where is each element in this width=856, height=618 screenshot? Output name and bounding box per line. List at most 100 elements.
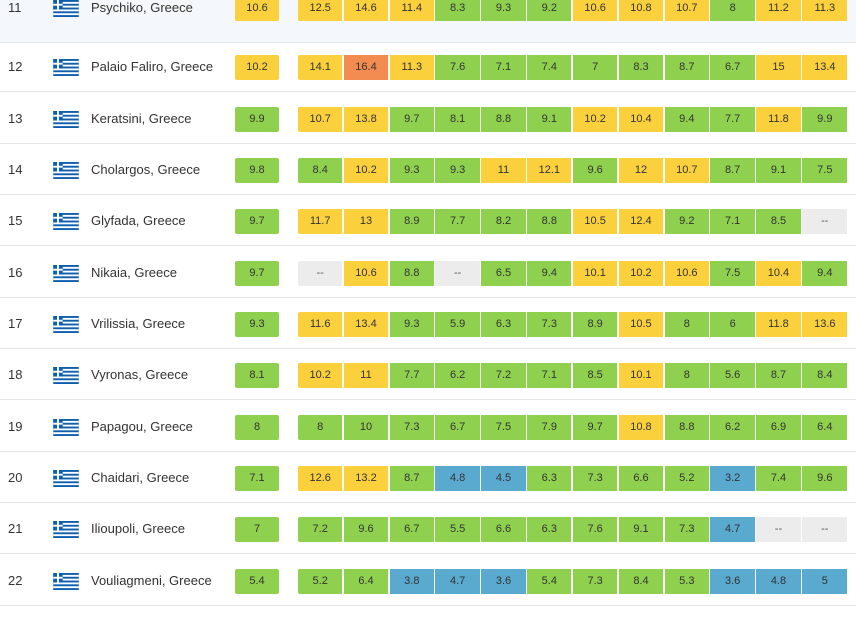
rank-number: 15 [8, 213, 23, 228]
rank-number: 18 [8, 367, 23, 382]
month-value-cell: 7.3 [664, 517, 710, 542]
month-value-cell: 9.1 [618, 517, 665, 542]
rank-number: 11 [8, 0, 22, 15]
month-value-cell: 14.1 [298, 55, 344, 80]
month-value-cell: 10.5 [618, 312, 665, 337]
greece-flag-icon [53, 162, 79, 179]
month-value-cell: 9.1 [756, 158, 802, 183]
month-value-cell: 10.7 [664, 158, 710, 183]
month-value-cell: 12.4 [618, 209, 665, 234]
city-link[interactable]: Nikaia, Greece [91, 265, 177, 280]
city-link[interactable]: Psychiko, Greece [91, 0, 193, 15]
month-value-cell: 6.3 [481, 312, 527, 337]
month-value-cell: 10 [343, 415, 390, 440]
month-value-cell: 9.9 [802, 107, 848, 132]
city-link[interactable]: Keratsini, Greece [91, 111, 192, 126]
month-value-cell: 10.6 [572, 0, 619, 21]
month-value-cell: 9.7 [572, 415, 619, 440]
month-value-cell: 10.5 [572, 209, 619, 234]
month-value-cell: 10.1 [618, 363, 665, 388]
month-value-cell: 7.1 [527, 363, 573, 388]
month-value-cell: -- [435, 261, 481, 286]
annual-value-cell: 8.1 [235, 363, 279, 388]
city-link[interactable]: Ilioupoli, Greece [91, 521, 185, 536]
table-row: 17 Vrilissia, Greece 9.3 11.6 13.4 9.3 5.9 6.3 7… [0, 298, 856, 349]
monthly-values: 11.6 13.4 9.3 5.9 6.3 7.3 8.9 10.5 8 6 11.8 13.6 [298, 312, 848, 337]
month-value-cell: 5.6 [710, 363, 756, 388]
month-value-cell: 14.6 [343, 0, 390, 21]
month-value-cell: 7.7 [389, 363, 435, 388]
month-value-cell: 8 [664, 312, 710, 337]
annual-value-cell: 7.1 [235, 466, 279, 491]
month-value-cell: 12.1 [527, 158, 573, 183]
month-value-cell: 8.7 [756, 363, 802, 388]
month-value-cell: 9.7 [389, 107, 435, 132]
rank-number: 20 [8, 470, 23, 485]
annual-value-cell: 9.7 [235, 209, 279, 234]
month-value-cell: -- [802, 517, 848, 542]
month-value-cell: 4.7 [435, 569, 481, 594]
annual-value-cell: 9.3 [235, 312, 279, 337]
month-value-cell: 6.4 [802, 415, 848, 440]
month-value-cell: 10.7 [298, 107, 344, 132]
month-value-cell: 7.9 [527, 415, 573, 440]
month-value-cell: 10.4 [618, 107, 665, 132]
city-link[interactable]: Vyronas, Greece [91, 367, 189, 382]
greece-flag-icon [53, 0, 79, 17]
month-value-cell: 4.5 [481, 466, 527, 491]
monthly-values: -- 10.6 8.8 -- 6.5 9.4 10.1 10.2 10.6 7.5 10.4 9.4 [298, 261, 848, 286]
month-value-cell: 6.7 [435, 415, 481, 440]
month-value-cell: 11 [343, 363, 390, 388]
annual-value-cell: 8 [235, 415, 279, 440]
month-value-cell: 7.4 [756, 466, 802, 491]
annual-value-cell: 9.7 [235, 261, 279, 286]
table-row: 18 Vyronas, Greece 8.1 10.2 11 7.7 6.2 7.2 7.1 8.… [0, 349, 856, 400]
month-value-cell: 5.4 [527, 569, 573, 594]
month-value-cell: 6.7 [710, 55, 756, 80]
greece-flag-icon [53, 316, 79, 333]
table-row: 14 Cholargos, Greece 9.8 8.4 10.2 9.3 9.3 11 12.… [0, 144, 856, 195]
table-row: 11 Psychiko, Greece 10.6 12.5 14.6 11.4 8.3 9.3… [0, 0, 856, 43]
city-link[interactable]: Vouliagmeni, Greece [91, 573, 212, 588]
rank-number: 16 [8, 265, 23, 280]
month-value-cell: 8.4 [802, 363, 848, 388]
table-row: 20 Chaidari, Greece 7.1 12.6 13.2 8.7 4.8 4.5 6.… [0, 452, 856, 503]
month-value-cell: 8.1 [435, 107, 481, 132]
month-value-cell: 8.5 [572, 363, 619, 388]
month-value-cell: 6.5 [481, 261, 527, 286]
table-row: 15 Glyfada, Greece 9.7 11.7 13 8.9 7.7 8.2 8.8 10… [0, 195, 856, 246]
city-link[interactable]: Chaidari, Greece [91, 470, 190, 485]
month-value-cell: 3.6 [481, 569, 527, 594]
month-value-cell: 7.7 [710, 107, 756, 132]
month-value-cell: 7.3 [527, 312, 573, 337]
table-row: 21 Ilioupoli, Greece 7 7.2 9.6 6.7 5.5 6.6 6.3 7.… [0, 503, 856, 554]
month-value-cell: 9.1 [527, 107, 573, 132]
month-value-cell: -- [298, 261, 344, 286]
month-value-cell: 11.2 [756, 0, 802, 21]
city-link[interactable]: Cholargos, Greece [91, 162, 201, 177]
month-value-cell: 15 [756, 55, 802, 80]
month-value-cell: 5.2 [298, 569, 344, 594]
month-value-cell: 6 [710, 312, 756, 337]
month-value-cell: 13 [343, 209, 390, 234]
monthly-values: 8 10 7.3 6.7 7.5 7.9 9.7 10.8 8.8 6.2 6.9 6.4 [298, 415, 848, 440]
month-value-cell: 9.6 [802, 466, 848, 491]
month-value-cell: 9.4 [527, 261, 573, 286]
table-row: 12 Palaio Faliro, Greece 10.2 14.1 16.4 11.3 7… [0, 41, 856, 92]
rank-number: 21 [8, 521, 23, 536]
month-value-cell: 16.4 [343, 55, 390, 80]
month-value-cell: 8.8 [664, 415, 710, 440]
month-value-cell: 10.1 [572, 261, 619, 286]
month-value-cell: 8 [710, 0, 756, 21]
city-link[interactable]: Palaio Faliro, Greece [91, 59, 214, 74]
rank-number: 12 [8, 59, 23, 74]
rank-number: 17 [8, 316, 23, 331]
greece-flag-icon [53, 213, 79, 230]
city-link[interactable]: Vrilissia, Greece [91, 316, 186, 331]
month-value-cell: 10.6 [343, 261, 390, 286]
city-link[interactable]: Papagou, Greece [91, 419, 193, 434]
city-link[interactable]: Glyfada, Greece [91, 213, 186, 228]
month-value-cell: 7.5 [710, 261, 756, 286]
greece-flag-icon [53, 419, 79, 436]
month-value-cell: 10.2 [298, 363, 344, 388]
